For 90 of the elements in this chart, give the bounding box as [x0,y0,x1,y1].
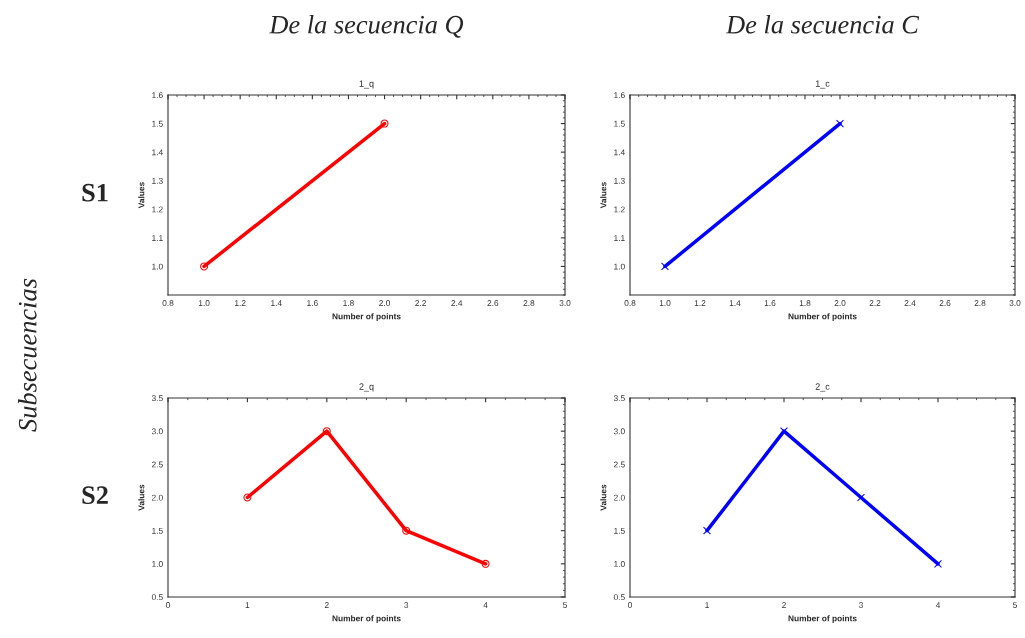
y-tick-label: 1.3 [614,177,625,184]
chart-title: 2_c [815,383,830,392]
y-tick-label: 2.5 [613,461,625,468]
point [243,493,252,502]
x-tick-label: 2.0 [379,300,391,306]
chart-title: 1_q [359,80,374,89]
x-tick-label: 2.0 [834,300,846,306]
x-tick-label: 2.8 [523,300,535,306]
y-tick-label: 1.2 [152,206,163,213]
y-tick-label: 1.4 [614,149,625,156]
x-axis-title: Number of points [788,615,857,623]
x-tick-label: 1.4 [271,300,282,306]
text: S2 [82,486,108,505]
x-axis-title: Number of points [788,313,857,321]
y-tick-label: 1.1 [614,235,625,241]
point [934,559,942,568]
y-tick-label: 0.5 [151,594,163,601]
chart-subtitle: De la secuencia C [725,15,920,34]
y-axis-title: Values [138,182,145,209]
x-tick-label: 1.4 [729,300,741,306]
x-axis-title: Number of points [332,313,401,321]
x-tick-label: 4 [483,602,488,608]
y-tick-label: 1.0 [152,561,163,567]
x-tick-label: 1.6 [307,300,318,306]
line-series [703,427,942,568]
x-tick-label: 1 [245,602,250,608]
x-tick-label: 0.8 [162,300,174,306]
x-tick-label: 2.6 [939,300,951,306]
x-tick-label: 2 [324,602,329,608]
y-tick-label: 3.5 [151,395,163,402]
x-tick-label: 3 [859,602,863,608]
x-tick-label: 2.8 [974,300,986,306]
x-tick-label: 0.8 [624,300,636,306]
y-tick-label: 1.1 [152,235,163,241]
x-tick-label: 2.4 [451,300,463,306]
y-tick-label: 1.5 [614,527,625,534]
y-tick-label: 2.0 [613,494,625,501]
x-tick-label: 0 [166,602,170,608]
x-axis-title: Number of points [332,615,401,623]
x-tick-label: 2.4 [904,300,916,306]
x-tick-label: 3 [404,602,409,608]
x-tick-label: 3.0 [559,300,571,306]
y-tick-label: 2.0 [151,494,163,501]
x-tick-label: 5 [1013,602,1017,608]
chart-subtitle: De la secuencia Q [269,15,464,38]
y-tick-label: 3.0 [613,428,625,435]
x-tick-label: 2.6 [487,300,499,306]
y-tick-label: 1.6 [614,92,625,99]
x-tick-label: 3.0 [1009,300,1021,306]
point [857,493,865,502]
x-tick-label: 0 [628,602,632,608]
x-tick-label: 1.8 [799,300,811,306]
y-tick-label: 1.0 [614,561,625,567]
y-tick-label: 1.4 [152,149,163,156]
point [481,559,490,568]
point [322,427,331,436]
x-tick-label: 4 [935,602,941,608]
y-tick-label: 1.5 [152,527,163,534]
y-tick-label: 2.5 [151,461,163,468]
y-tick-label: 1.2 [614,206,625,213]
y-tick-label: 0.5 [613,594,625,601]
text: S1 [82,183,108,202]
y-axis-title: Values [138,484,145,511]
x-tick-label: 1.0 [659,300,671,306]
line-series [243,427,490,568]
y-axis-title: Values [600,182,607,209]
y-tick-label: 1.6 [152,92,163,99]
point [402,526,411,535]
x-tick-label: 2 [782,602,786,608]
y-tick-label: 3.5 [613,395,625,402]
chart-title: 1_c [815,80,830,89]
y-tick-label: 3.0 [151,428,163,435]
y-tick-label: 1.0 [614,263,625,270]
y-tick-label: 1.3 [152,177,163,184]
text: Subsecuencias [18,278,37,432]
y-tick-label: 1.5 [152,120,163,127]
x-tick-label: 1.2 [694,300,706,306]
point [703,526,711,535]
y-tick-label: 1.5 [614,120,625,127]
x-tick-label: 1.8 [343,300,354,306]
x-tick-label: 1 [705,602,709,608]
x-tick-label: 5 [563,602,567,608]
chart-title: 2_q [359,383,374,392]
y-tick-label: 1.0 [152,263,163,270]
x-tick-label: 1.2 [235,300,246,306]
x-tick-label: 2.2 [869,300,881,306]
x-tick-label: 2.2 [415,300,427,306]
x-tick-label: 1.0 [198,300,210,306]
y-axis-title: Values [600,484,607,511]
x-tick-label: 1.6 [764,300,776,306]
